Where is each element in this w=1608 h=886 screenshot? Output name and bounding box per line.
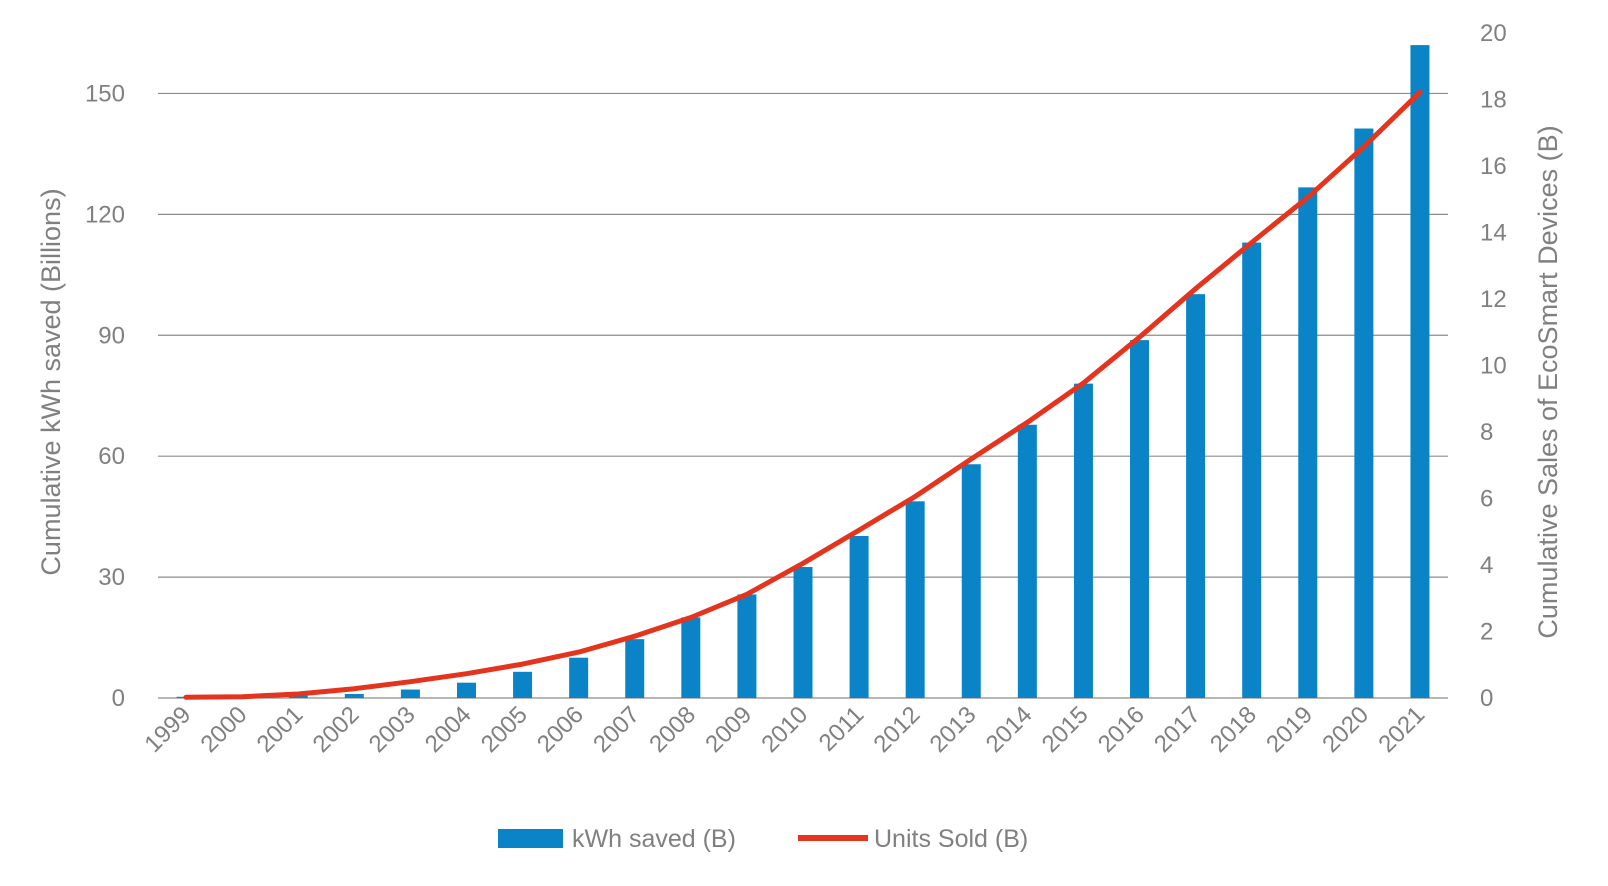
left-tick-30: 30 (98, 564, 125, 591)
gridlines (158, 92, 1448, 699)
left-axis-ticks: 0 30 60 90 120 150 (85, 80, 125, 712)
line-series-units-sold (183, 89, 1423, 700)
right-tick-4: 4 (1480, 552, 1493, 579)
bar-2002 (344, 693, 364, 698)
x-tick-2000: 2000 (196, 701, 253, 758)
bar-2001 (288, 695, 308, 698)
x-tick-2003: 2003 (364, 701, 421, 758)
bar-2018 (1242, 242, 1262, 699)
right-tick-16: 16 (1480, 153, 1507, 180)
legend-swatch-kwh-saved (498, 829, 563, 848)
x-tick-2018: 2018 (1205, 701, 1262, 758)
bar-2007 (625, 639, 645, 698)
left-tick-90: 90 (98, 322, 125, 349)
legend-label-units-sold: Units Sold (B) (874, 825, 1028, 853)
right-axis-ticks: 0 2 4 6 8 10 12 14 16 18 20 (1480, 20, 1507, 712)
left-tick-150: 150 (85, 80, 125, 107)
left-axis-title: Cumulative kWh saved (Billions) (36, 188, 66, 575)
bar-2019 (1298, 187, 1318, 699)
bar-2015 (1073, 383, 1093, 698)
bar-2010 (793, 567, 813, 698)
x-tick-2010: 2010 (756, 701, 813, 758)
right-tick-20: 20 (1480, 20, 1507, 47)
bar-2011 (849, 535, 869, 698)
x-tick-1999: 1999 (139, 701, 196, 758)
right-tick-6: 6 (1480, 486, 1493, 513)
x-tick-2009: 2009 (700, 701, 757, 758)
x-tick-2021: 2021 (1373, 701, 1430, 758)
x-axis-ticks: 1999 2000 2001 2002 2003 2004 2005 2006 2007 2008… (139, 701, 1430, 758)
bar-2012 (905, 501, 925, 698)
x-tick-2016: 2016 (1093, 701, 1150, 758)
bar-2006 (569, 657, 589, 698)
x-tick-2019: 2019 (1261, 701, 1318, 758)
bar-2016 (1130, 340, 1150, 698)
x-tick-2012: 2012 (869, 701, 926, 758)
x-tick-2015: 2015 (1037, 701, 1094, 758)
x-tick-2001: 2001 (252, 701, 309, 758)
units-sold-line (183, 89, 1423, 700)
bar-2009 (737, 594, 757, 698)
x-tick-2017: 2017 (1149, 701, 1206, 758)
bar-2003 (400, 689, 420, 698)
bar-series-kwh-saved (176, 45, 1430, 699)
bar-2014 (1017, 424, 1037, 698)
x-tick-2013: 2013 (925, 701, 982, 758)
x-tick-2020: 2020 (1317, 701, 1374, 758)
x-tick-2006: 2006 (532, 701, 589, 758)
right-tick-12: 12 (1480, 286, 1507, 313)
right-tick-14: 14 (1480, 220, 1507, 247)
bar-2005 (513, 671, 533, 698)
bar-2017 (1186, 294, 1206, 698)
left-tick-0: 0 (112, 685, 125, 712)
x-tick-2002: 2002 (308, 701, 365, 758)
x-tick-2005: 2005 (476, 701, 533, 758)
bar-2013 (961, 464, 981, 698)
x-tick-2014: 2014 (981, 701, 1038, 758)
x-tick-2007: 2007 (588, 701, 645, 758)
right-tick-0: 0 (1480, 685, 1493, 712)
left-tick-60: 60 (98, 443, 125, 470)
x-tick-2004: 2004 (420, 701, 477, 758)
right-tick-10: 10 (1480, 353, 1507, 380)
bar-2004 (456, 682, 476, 698)
bar-2021 (1410, 45, 1430, 699)
bar-2020 (1354, 128, 1374, 698)
right-axis-title: Cumulative Sales of EcoSmart Devices (B) (1533, 125, 1563, 638)
legend: kWh saved (B) Units Sold (B) (498, 825, 1028, 853)
left-tick-120: 120 (85, 201, 125, 228)
right-tick-2: 2 (1480, 619, 1493, 646)
legend-label-kwh-saved: kWh saved (B) (572, 825, 736, 853)
bar-2008 (681, 617, 701, 698)
right-tick-18: 18 (1480, 87, 1507, 114)
x-tick-2008: 2008 (644, 701, 701, 758)
x-tick-2011: 2011 (814, 701, 870, 757)
right-tick-8: 8 (1480, 419, 1493, 446)
